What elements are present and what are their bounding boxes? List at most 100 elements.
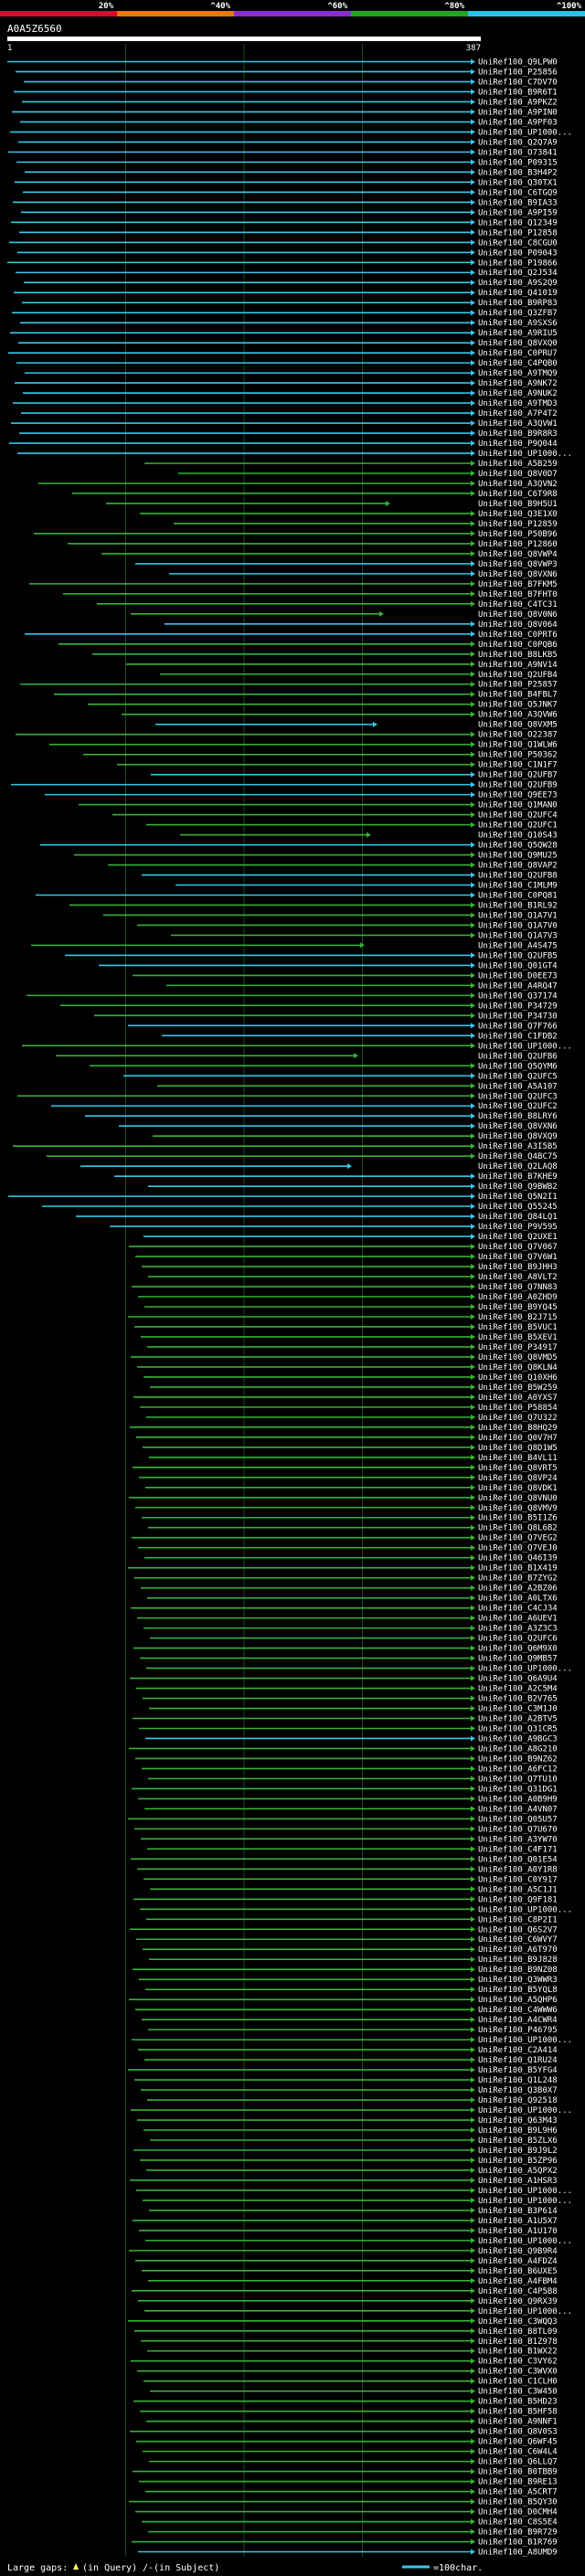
hit-label[interactable]: UniRef100_Q5QW28 [478, 842, 558, 851]
hit-label[interactable]: UniRef100_B5HD23 [478, 2398, 558, 2407]
hit-label[interactable]: UniRef100_Q01E54 [478, 1855, 558, 1864]
hit-label[interactable]: UniRef100_A3QVW1 [478, 419, 558, 429]
hit-label[interactable]: UniRef100_B5QY30 [478, 2498, 558, 2507]
hit-label[interactable]: UniRef100_P50362 [478, 751, 558, 760]
hit-label[interactable]: UniRef100_B8HQ29 [478, 1424, 558, 1433]
hit-label[interactable]: UniRef100_B5ZLX6 [478, 2136, 558, 2146]
hit-label[interactable]: UniRef100_A3YW70 [478, 1835, 558, 1844]
hit-label[interactable]: UniRef100_Q8VXN6 [478, 570, 558, 579]
hit-label[interactable]: UniRef100_Q8V0N6 [478, 610, 558, 620]
hit-label[interactable]: UniRef100_UP1000... [478, 2237, 572, 2246]
hit-label[interactable]: UniRef100_A9PKZ2 [478, 98, 558, 107]
hit-label[interactable]: UniRef100_A8VLT2 [478, 1273, 558, 1282]
hit-label[interactable]: UniRef100_B9J828 [478, 1956, 558, 1965]
hit-label[interactable]: UniRef100_P19866 [478, 259, 558, 268]
hit-label[interactable]: UniRef100_UP1000... [478, 1905, 572, 1914]
hit-label[interactable]: UniRef100_Q2UFB7 [478, 771, 558, 780]
hit-label[interactable]: UniRef100_B2J715 [478, 1313, 558, 1322]
hit-label[interactable]: UniRef100_Q2UFB9 [478, 781, 558, 790]
hit-label[interactable]: UniRef100_C6TGQ9 [478, 188, 558, 197]
hit-label[interactable]: UniRef100_Q9MB57 [478, 1655, 558, 1664]
hit-label[interactable]: UniRef100_C6T9R8 [478, 490, 558, 499]
hit-label[interactable]: UniRef100_Q2UFC2 [478, 1102, 558, 1111]
hit-label[interactable]: UniRef100_B9R729 [478, 2528, 558, 2538]
hit-label[interactable]: UniRef100_A9PI59 [478, 208, 558, 217]
hit-label[interactable]: UniRef100_Q1L248 [478, 2076, 558, 2085]
hit-label[interactable]: UniRef100_A9NNF1 [478, 2418, 558, 2427]
hit-label[interactable]: UniRef100_B5YQL8 [478, 1986, 558, 1995]
hit-label[interactable]: UniRef100_P09043 [478, 249, 558, 258]
hit-label[interactable]: UniRef100_P12860 [478, 540, 558, 549]
hit-label[interactable]: UniRef100_B1RL92 [478, 901, 558, 910]
hit-label[interactable]: UniRef100_A4CWR4 [478, 2016, 558, 2025]
hit-label[interactable]: UniRef100_Q2UFB6 [478, 1052, 558, 1061]
hit-label[interactable]: UniRef100_C3WVX0 [478, 2368, 558, 2377]
hit-label[interactable]: UniRef100_A0ZHD9 [478, 1293, 558, 1302]
hit-label[interactable]: UniRef100_A0B9H9 [478, 1795, 558, 1804]
hit-label[interactable]: UniRef100_C3WQQ3 [478, 2317, 558, 2327]
hit-label[interactable]: UniRef100_A9NUK2 [478, 389, 558, 398]
hit-label[interactable]: UniRef100_Q5QYM6 [478, 1062, 558, 1071]
hit-label[interactable]: UniRef100_B7ZYG2 [478, 1574, 558, 1584]
hit-label[interactable]: UniRef100_A6T970 [478, 1945, 558, 1955]
hit-label[interactable]: UniRef100_UP1000... [478, 2036, 572, 2045]
hit-label[interactable]: UniRef100_B5VUC1 [478, 1323, 558, 1332]
hit-label[interactable]: UniRef100_A5B259 [478, 460, 558, 469]
hit-label[interactable]: UniRef100_B9RP83 [478, 299, 558, 308]
hit-label[interactable]: UniRef100_A1HSR3 [478, 2177, 558, 2186]
hit-label[interactable]: UniRef100_A9PF03 [478, 118, 558, 127]
hit-label[interactable]: UniRef100_Q55245 [478, 1203, 558, 1212]
hit-label[interactable]: UniRef100_B5ZP96 [478, 2157, 558, 2166]
hit-label[interactable]: UniRef100_Q8VXQ0 [478, 339, 558, 348]
hit-label[interactable]: UniRef100_C4PQB0 [478, 359, 558, 368]
hit-label[interactable]: UniRef100_B9NZ62 [478, 1754, 558, 1764]
hit-label[interactable]: UniRef100_UP1000... [478, 1665, 572, 1674]
hit-label[interactable]: UniRef100_A5CRT7 [478, 2488, 558, 2497]
hit-label[interactable]: UniRef100_B1X419 [478, 1564, 558, 1574]
hit-label[interactable]: UniRef100_A9TMD3 [478, 399, 558, 408]
hit-label[interactable]: UniRef100_UP1000... [478, 1042, 572, 1051]
hit-label[interactable]: UniRef100_Q8VNU0 [478, 1494, 558, 1503]
hit-label[interactable]: UniRef100_D0CMH4 [478, 2508, 558, 2518]
hit-label[interactable]: UniRef100_C4TC31 [478, 600, 558, 610]
hit-label[interactable]: UniRef100_B7FHT0 [478, 590, 558, 599]
hit-label[interactable]: UniRef100_P34730 [478, 1012, 558, 1021]
hit-label[interactable]: UniRef100_A2BZ06 [478, 1585, 558, 1594]
hit-label[interactable]: UniRef100_Q8V0S3 [478, 2428, 558, 2437]
hit-label[interactable]: UniRef100_A1U170 [478, 2227, 558, 2236]
hit-label[interactable]: UniRef100_Q1A7V3 [478, 931, 558, 940]
hit-label[interactable]: UniRef100_Q2UFC3 [478, 1092, 558, 1101]
hit-label[interactable]: UniRef100_Q8VMV9 [478, 1504, 558, 1513]
hit-label[interactable]: UniRef100_B5W259 [478, 1383, 558, 1393]
hit-label[interactable]: UniRef100_P09315 [478, 158, 558, 167]
hit-label[interactable]: UniRef100_C0PRU7 [478, 349, 558, 358]
hit-label[interactable]: UniRef100_A9PIN0 [478, 108, 558, 117]
hit-label[interactable]: UniRef100_P12858 [478, 228, 558, 238]
hit-label[interactable]: UniRef100_UP1000... [478, 450, 572, 459]
hit-label[interactable]: UniRef100_A1U5X7 [478, 2217, 558, 2226]
hit-label[interactable]: UniRef100_B9IA33 [478, 198, 558, 207]
hit-label[interactable]: UniRef100_B9H5U1 [478, 500, 558, 509]
hit-label[interactable]: UniRef100_B9R8R3 [478, 429, 558, 439]
hit-label[interactable]: UniRef100_Q4BC75 [478, 1152, 558, 1161]
hit-label[interactable]: UniRef100_A8G210 [478, 1744, 558, 1754]
hit-label[interactable]: UniRef100_A4FDZ4 [478, 2257, 558, 2266]
hit-label[interactable]: UniRef100_C1FDB2 [478, 1032, 558, 1041]
hit-label[interactable]: UniRef100_P50B96 [478, 530, 558, 539]
hit-label[interactable]: UniRef100_C0PRT6 [478, 631, 558, 640]
hit-label[interactable]: UniRef100_Q0V7H7 [478, 1434, 558, 1443]
hit-label[interactable]: UniRef100_B5I1Z6 [478, 1514, 558, 1523]
hit-label[interactable]: UniRef100_Q01GT4 [478, 961, 558, 970]
hit-label[interactable]: UniRef100_A3QVN2 [478, 480, 558, 489]
hit-label[interactable]: UniRef100_Q3E1X0 [478, 510, 558, 519]
hit-label[interactable]: UniRef100_Q1A7V1 [478, 911, 558, 920]
hit-label[interactable]: UniRef100_Q46I39 [478, 1554, 558, 1564]
hit-label[interactable]: UniRef100_Q7U670 [478, 1825, 558, 1834]
hit-label[interactable]: UniRef100_Q2LAQ8 [478, 1162, 558, 1171]
hit-label[interactable]: UniRef100_Q8VXQ9 [478, 1132, 558, 1141]
hit-label[interactable]: UniRef100_B7KHE9 [478, 1172, 558, 1182]
hit-label[interactable]: UniRef100_Q8VMD5 [478, 1353, 558, 1362]
hit-label[interactable]: UniRef100_A9BGC3 [478, 1734, 558, 1744]
hit-label[interactable]: UniRef100_P9V595 [478, 1223, 558, 1232]
hit-label[interactable]: UniRef100_Q30TX1 [478, 178, 558, 187]
